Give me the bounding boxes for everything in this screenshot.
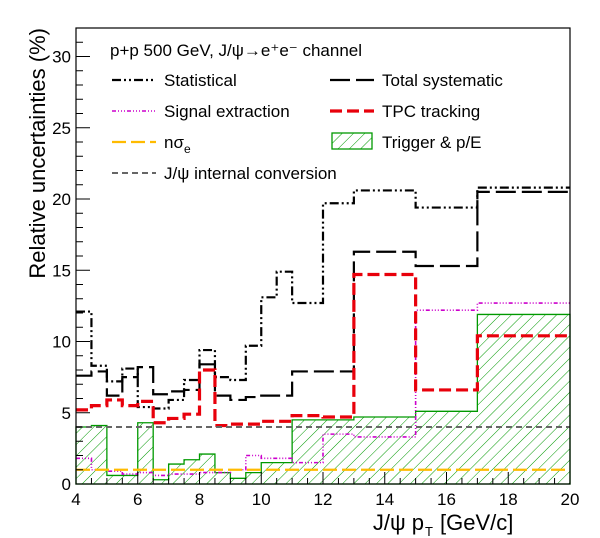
x-tick-label: 4 <box>71 490 80 509</box>
legend-entry-statistical: Statistical <box>112 71 237 90</box>
x-tick-label: 18 <box>499 490 518 509</box>
y-tick-label: 0 <box>62 475 71 494</box>
legend-label: Total systematic <box>382 71 503 90</box>
y-tick-label: 25 <box>52 119 71 138</box>
x-tick-label: 14 <box>375 490 394 509</box>
series-total-systematic-line <box>76 190 570 402</box>
x-tick-label: 16 <box>437 490 456 509</box>
y-tick-label: 10 <box>52 333 71 352</box>
series-trigger-p-e-area <box>75 313 571 485</box>
x-axis-label-unit: [GeV/c] <box>440 510 513 535</box>
x-axis-label-main: J/ψ p <box>373 510 424 535</box>
series-tpc-tracking-line <box>76 272 570 428</box>
legend-swatch <box>331 132 373 150</box>
legend-entry-total-systematic: Total systematic <box>330 71 503 90</box>
axes: 4 6 8 10 12 14 16 18 20 0 5 10 15 20 25 30 <box>52 27 580 509</box>
legend-label: Signal extraction <box>164 102 290 121</box>
legend: Statistical Total systematic Signal extrac… <box>112 71 503 183</box>
legend-entry-n-e: nσe <box>112 133 191 156</box>
legend-label: J/ψ internal conversion <box>164 164 337 183</box>
x-tick-label: 20 <box>561 490 580 509</box>
chart-title: p+p 500 GeV, J/ψ→e⁺e⁻ channel <box>110 41 362 60</box>
y-tick-label: 30 <box>52 48 71 67</box>
y-axis-label: Relative uncertainties (%) <box>25 28 50 279</box>
y-tick-label: 20 <box>52 190 71 209</box>
legend-label: Trigger & p/E <box>382 133 482 152</box>
legend-label: TPC tracking <box>382 102 480 121</box>
x-tick-label: 6 <box>133 490 142 509</box>
x-axis-label: J/ψ p T [GeV/c] <box>373 510 514 538</box>
legend-label: nσe <box>164 133 191 156</box>
x-axis-label-sub: T <box>425 524 433 538</box>
legend-entry-j-internal-conversion: J/ψ internal conversion <box>112 164 337 183</box>
legend-label-subscript: e <box>184 142 191 156</box>
legend-entry-signal-extraction: Signal extraction <box>112 102 290 121</box>
legend-label: Statistical <box>164 71 237 90</box>
x-tick-label: 8 <box>195 490 204 509</box>
plot-layer <box>75 186 571 485</box>
legend-entry-trigger-p-e: Trigger & p/E <box>331 132 482 152</box>
legend-entry-tpc-tracking: TPC tracking <box>330 102 480 121</box>
x-tick-label: 10 <box>252 490 271 509</box>
x-tick-label: 12 <box>314 490 333 509</box>
series-statistical-line <box>76 186 570 410</box>
y-tick-label: 5 <box>62 404 71 423</box>
y-tick-label: 15 <box>52 261 71 280</box>
